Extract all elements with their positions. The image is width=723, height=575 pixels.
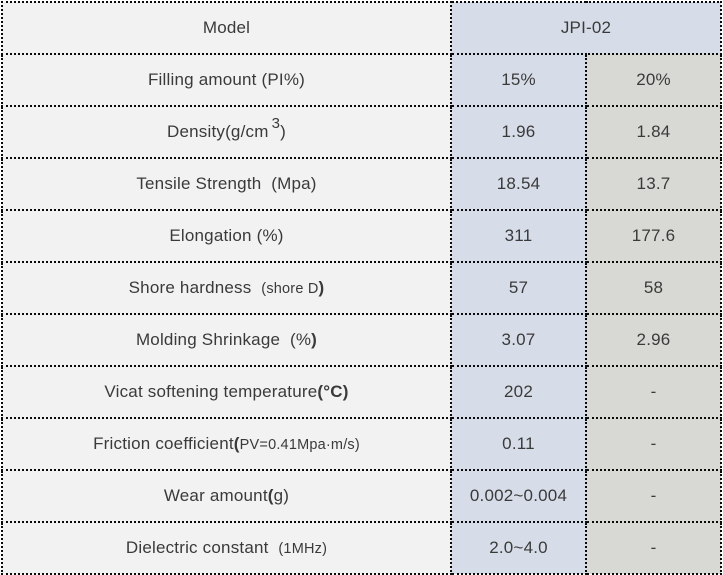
value-cell: 1.84 <box>585 105 722 159</box>
value-cell: 13.7 <box>585 157 722 211</box>
property-label-cell: Molding Shrinkage (%) <box>1 313 452 367</box>
value-cell: 20% <box>585 53 722 107</box>
table-row: Elongation (%) 311 177.6 <box>1 209 722 263</box>
label-segment: Friction coefficient <box>93 434 234 453</box>
value-cell: 202 <box>450 365 587 419</box>
value-cell: 57 <box>450 261 587 315</box>
label-segment: ( <box>267 486 274 505</box>
label-segment: ) <box>311 330 318 349</box>
label-segment: PV=0.41Mpa·m/s) <box>239 437 360 453</box>
label-segment: Density(g/cm <box>166 122 269 141</box>
table-row: Wear amount(g) 0.002~0.004 - <box>1 469 722 523</box>
table-row: Vicat softening temperature(°C) 202 - <box>1 365 722 419</box>
label-segment: Elongation (%) <box>169 226 284 245</box>
model-value-cell: JPI-02 <box>450 1 722 55</box>
label-segment: (°C) <box>317 382 349 401</box>
property-label-cell: Wear amount(g) <box>1 469 452 523</box>
label-segment: Molding Shrinkage (% <box>135 330 312 349</box>
value-cell: 3.07 <box>450 313 587 367</box>
value-cell: - <box>585 469 722 523</box>
value-cell: 177.6 <box>585 209 722 263</box>
property-label-cell: Tensile Strength (Mpa) <box>1 157 452 211</box>
label-segment: g) <box>273 486 290 505</box>
value-cell: 18.54 <box>450 157 587 211</box>
value-cell: 1.96 <box>450 105 587 159</box>
label-segment: 3 <box>271 115 281 132</box>
label-segment: (shore D <box>261 281 319 297</box>
label-segment: Tensile Strength (Mpa) <box>136 174 317 193</box>
label-segment: Shore hardness <box>128 278 262 297</box>
property-label-cell: Vicat softening temperature(°C) <box>1 365 452 419</box>
table-row: Dielectric constant (1MHz) 2.0~4.0 - <box>1 521 722 575</box>
label-segment: Filling amount (PI%) <box>147 70 306 89</box>
label-segment: Wear amount <box>163 486 268 505</box>
table-row: Density(g/cm 3) 1.96 1.84 <box>1 105 722 159</box>
value-cell: - <box>585 521 722 575</box>
table-row: Tensile Strength (Mpa) 18.54 13.7 <box>1 157 722 211</box>
value-cell: 15% <box>450 53 587 107</box>
value-cell: - <box>585 417 722 471</box>
property-label-cell: Elongation (%) <box>1 209 452 263</box>
property-label-cell: Shore hardness (shore D) <box>1 261 452 315</box>
value-cell: 2.0~4.0 <box>450 521 587 575</box>
label-segment: (1MHz) <box>278 541 328 557</box>
value-cell: 311 <box>450 209 587 263</box>
table-header-row: Model JPI-02 <box>1 1 722 55</box>
label-segment: ) <box>318 278 325 297</box>
property-label-cell: Density(g/cm 3) <box>1 105 452 159</box>
label-segment: ) <box>280 122 286 141</box>
table-row: Shore hardness (shore D) 57 58 <box>1 261 722 315</box>
table-row: Friction coefficient(PV=0.41Mpa·m/s) 0.1… <box>1 417 722 471</box>
property-label-cell: Friction coefficient(PV=0.41Mpa·m/s) <box>1 417 452 471</box>
label-segment: Dielectric constant <box>125 538 279 557</box>
model-label-cell: Model <box>1 1 452 55</box>
property-label-cell: Dielectric constant (1MHz) <box>1 521 452 575</box>
value-cell: 2.96 <box>585 313 722 367</box>
label-segment: Vicat softening temperature <box>104 382 318 401</box>
value-cell: 58 <box>585 261 722 315</box>
value-cell: 0.002~0.004 <box>450 469 587 523</box>
property-label-cell: Filling amount (PI%) <box>1 53 452 107</box>
table-row: Molding Shrinkage (%) 3.07 2.96 <box>1 313 722 367</box>
label-segment: ( <box>233 434 240 453</box>
table-row: Filling amount (PI%) 15% 20% <box>1 53 722 107</box>
value-cell: - <box>585 365 722 419</box>
value-cell: 0.11 <box>450 417 587 471</box>
